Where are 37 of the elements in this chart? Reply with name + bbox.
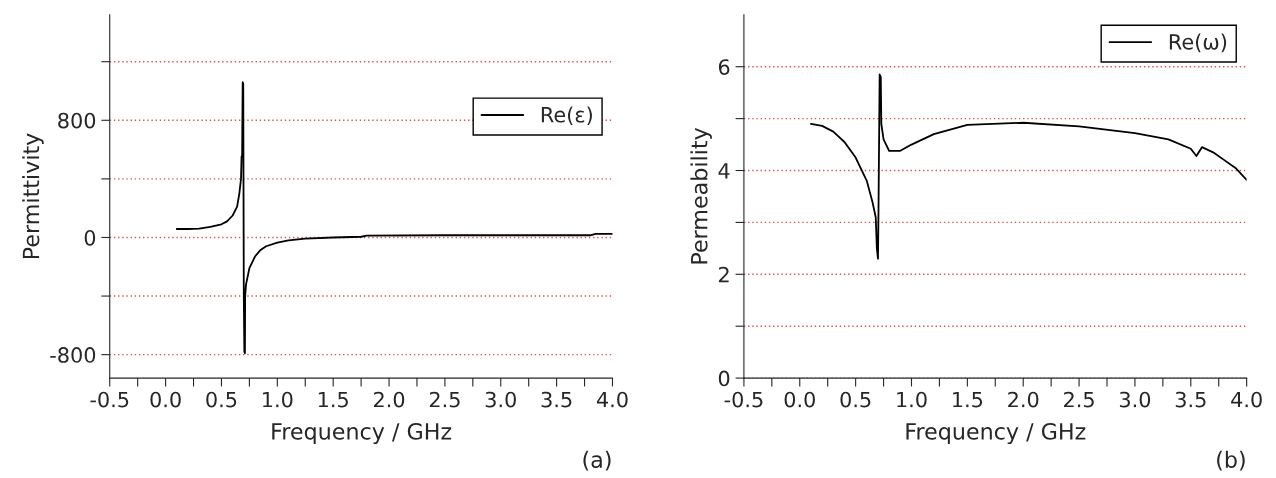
x-tick-label: 2.0 bbox=[374, 391, 405, 408]
y-tick-label: 2 bbox=[718, 266, 729, 283]
x-tick-label: 3.0 bbox=[485, 391, 516, 408]
y-tick-label: 6 bbox=[718, 59, 730, 75]
text: (b) bbox=[1217, 450, 1245, 471]
x-tick-label: 4.0 bbox=[596, 391, 628, 408]
x-tick-label: 3.5 bbox=[541, 391, 572, 408]
x-tick-label: 0.5 bbox=[206, 391, 237, 408]
y-axis-title: Permeability bbox=[690, 127, 712, 264]
y-tick-label: -800 bbox=[50, 347, 96, 363]
y-tick-label: 4 bbox=[718, 163, 730, 179]
x-tick-label: 2.5 bbox=[429, 391, 460, 408]
y-axis-title: Permittivity bbox=[22, 133, 44, 259]
x-axis-title: Frequency / GHz bbox=[272, 422, 452, 445]
y-tick-label: 800 bbox=[58, 112, 96, 129]
x-tick-label: 3.5 bbox=[1175, 391, 1206, 408]
x-tick-label: 0.0 bbox=[150, 391, 181, 408]
x-tick-label: 2.0 bbox=[1008, 391, 1039, 408]
x-tick-label: 1.5 bbox=[318, 391, 348, 408]
x-tick-label: 2.5 bbox=[1064, 391, 1094, 408]
x-tick-label: 3.0 bbox=[1119, 391, 1151, 408]
text: (a) bbox=[583, 450, 611, 471]
x-tick-label: 0.0 bbox=[784, 391, 815, 408]
x-tick-label: -0.5 bbox=[724, 391, 763, 408]
line-series bbox=[810, 73, 1247, 260]
legend-label: Re(ε) bbox=[541, 106, 592, 126]
x-tick-label: 4.0 bbox=[1231, 391, 1262, 408]
x-tick-label: 1.0 bbox=[897, 391, 927, 408]
legend-label: Re(ω) bbox=[1169, 33, 1227, 53]
line-series bbox=[175, 81, 613, 355]
x-tick-label: 0.5 bbox=[840, 391, 871, 408]
x-tick-label: -0.5 bbox=[90, 391, 129, 408]
x-axis-title: Frequency / GHz bbox=[906, 422, 1086, 445]
x-tick-label: 1.5 bbox=[953, 391, 983, 408]
y-tick-label: 0 bbox=[718, 370, 730, 387]
x-tick-label: 1.0 bbox=[263, 391, 293, 408]
y-tick-label: 0 bbox=[84, 229, 96, 246]
